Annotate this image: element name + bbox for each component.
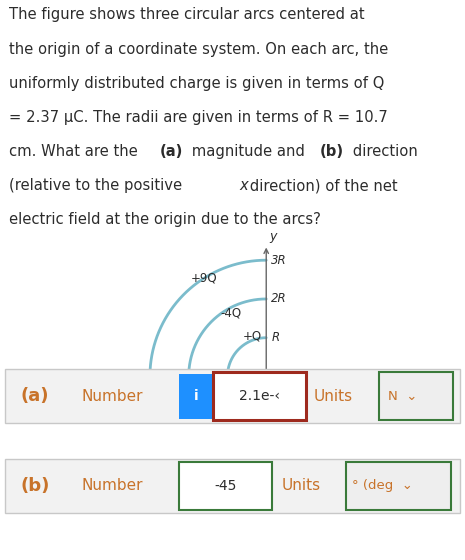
Text: Units: Units [314, 389, 353, 404]
FancyBboxPatch shape [179, 374, 213, 419]
Text: cm. What are the: cm. What are the [9, 144, 143, 159]
Text: x: x [340, 370, 347, 383]
Text: x: x [239, 178, 248, 193]
Text: = 2.37 μC. The radii are given in terms of R = 10.7: = 2.37 μC. The radii are given in terms … [9, 110, 388, 125]
Text: Number: Number [81, 389, 143, 404]
FancyBboxPatch shape [5, 369, 460, 423]
Text: -4Q: -4Q [221, 306, 242, 319]
FancyBboxPatch shape [213, 372, 306, 420]
Text: (b): (b) [21, 477, 50, 495]
Text: direction) of the net: direction) of the net [245, 178, 397, 193]
Text: 3R: 3R [271, 254, 287, 267]
Text: Units: Units [281, 478, 320, 493]
Text: R: R [271, 331, 279, 344]
Text: the origin of a coordinate system. On each arc, the: the origin of a coordinate system. On ea… [9, 41, 389, 57]
Text: electric field at the origin due to the arcs?: electric field at the origin due to the … [9, 212, 321, 227]
Text: +Q: +Q [243, 329, 262, 342]
Text: (a): (a) [21, 387, 49, 405]
Text: magnitude and: magnitude and [187, 144, 310, 159]
Text: ° (deg  ⌄: ° (deg ⌄ [352, 479, 413, 492]
Text: The figure shows three circular arcs centered at: The figure shows three circular arcs cen… [9, 7, 365, 22]
FancyBboxPatch shape [346, 462, 451, 510]
Text: 2.1e-‹: 2.1e-‹ [239, 389, 279, 403]
FancyBboxPatch shape [5, 459, 460, 513]
Text: (relative to the positive: (relative to the positive [9, 178, 187, 193]
Text: -45: -45 [214, 479, 237, 493]
Text: N  ⌄: N ⌄ [388, 390, 418, 403]
Text: direction: direction [348, 144, 418, 159]
Text: 2R: 2R [271, 292, 287, 305]
Text: uniformly distributed charge is given in terms of Q: uniformly distributed charge is given in… [9, 76, 385, 91]
Text: Number: Number [81, 478, 143, 493]
FancyBboxPatch shape [379, 372, 453, 420]
Text: i: i [193, 389, 198, 403]
Text: y: y [269, 230, 277, 242]
Text: +9Q: +9Q [191, 271, 218, 284]
Text: (a): (a) [159, 144, 183, 159]
FancyBboxPatch shape [179, 462, 272, 510]
Text: (b): (b) [320, 144, 344, 159]
